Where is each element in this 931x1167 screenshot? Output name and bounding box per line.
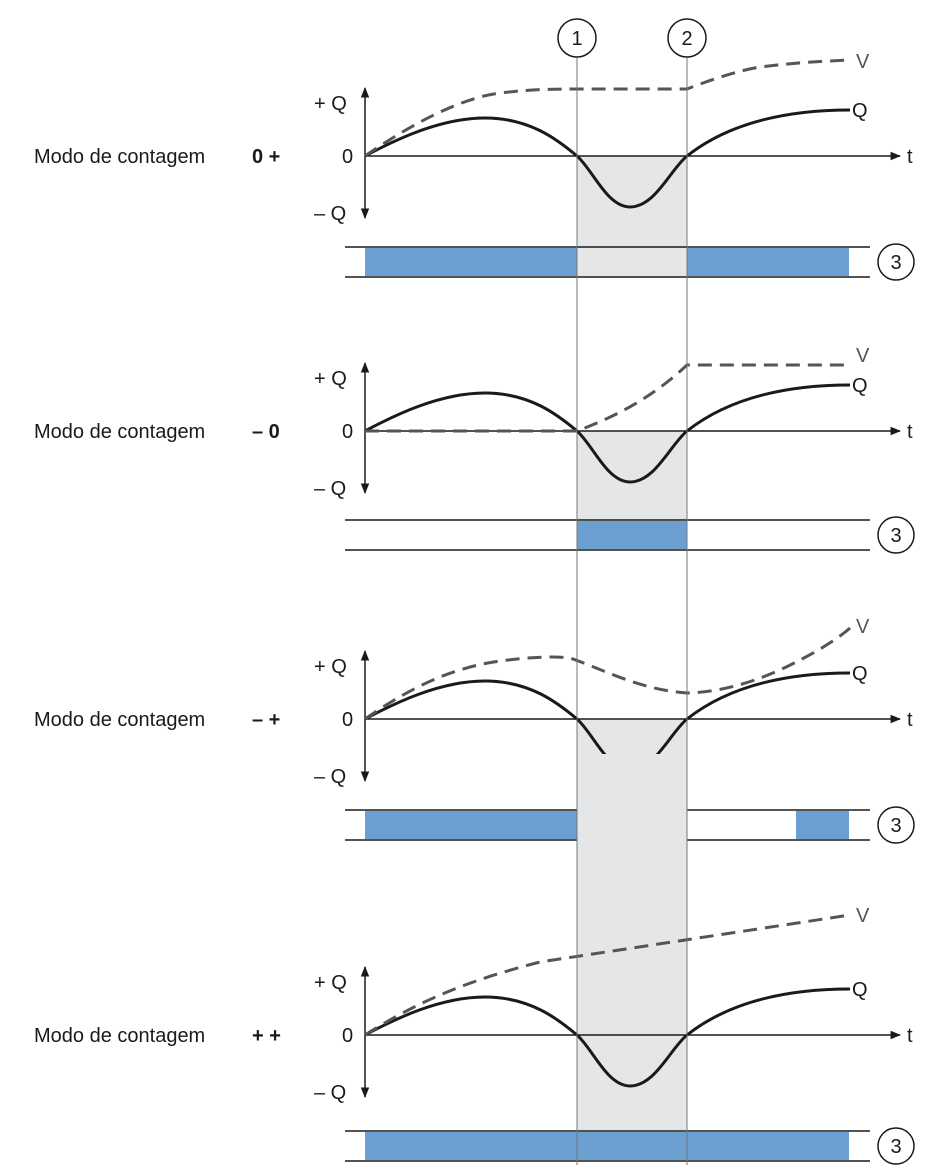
panel-mode-minus-zero: + Q 0 – Q t Modo de contagem – 0 Q V 3 — [34, 345, 915, 554]
output-bar — [365, 248, 577, 276]
mode-label: Modo de contagem — [34, 146, 205, 168]
shaded-window — [577, 431, 687, 520]
shaded-window-strip — [577, 247, 687, 277]
q-curve-label: Q — [852, 979, 868, 1001]
minus-q-label: – Q — [314, 478, 346, 500]
plus-q-label: + Q — [314, 368, 347, 390]
output-bar — [796, 811, 849, 839]
output-marker-circle — [877, 516, 915, 554]
q-curve-label: Q — [852, 663, 868, 685]
q-curve — [364, 108, 851, 209]
zero-label: 0 — [342, 1025, 353, 1047]
q-curve — [364, 987, 851, 1088]
v-curve-label: V — [856, 905, 870, 927]
minus-q-label: – Q — [314, 203, 346, 225]
minus-q-label: – Q — [314, 766, 346, 788]
output-marker-circle — [877, 243, 915, 281]
shaded-window — [577, 156, 687, 247]
time-label: t — [907, 421, 913, 443]
time-label: t — [907, 146, 913, 168]
shaded-window — [577, 754, 687, 1131]
v-curve — [364, 913, 851, 1037]
mode-label: Modo de contagem — [34, 709, 205, 731]
reference-marker-1-circle — [557, 18, 597, 58]
mode-code: – + — [252, 709, 280, 731]
panel-mode-minus-plus: + Q 0 – Q t Modo de contagem – + Q V 3 — [34, 616, 915, 844]
plus-q-label: + Q — [314, 93, 347, 115]
v-curve-label: V — [856, 51, 870, 73]
q-curve-label: Q — [852, 100, 868, 122]
zero-label: 0 — [342, 709, 353, 731]
panel-mode-plus-plus: + Q 0 – Q t Modo de contagem + + Q V 3 — [34, 754, 915, 1165]
time-label: t — [907, 709, 913, 731]
reference-marker-1-label: 1 — [571, 28, 582, 50]
v-curve — [364, 626, 852, 721]
panel-mode-0-plus: + Q 0 – Q t Modo de contagem 0 + Q V 3 — [34, 51, 915, 281]
output-marker-label: 3 — [890, 525, 901, 547]
mode-label: Modo de contagem — [34, 1025, 205, 1047]
v-curve-label: V — [856, 345, 870, 367]
v-curve — [364, 58, 851, 158]
output-bar — [577, 521, 687, 549]
output-marker-label: 3 — [890, 1136, 901, 1158]
plus-q-label: + Q — [314, 972, 347, 994]
output-marker-circle — [877, 1127, 915, 1165]
mode-label: Modo de contagem — [34, 421, 205, 443]
q-curve — [364, 671, 851, 772]
mode-code: – 0 — [252, 421, 280, 443]
q-curve-label: Q — [852, 375, 868, 397]
output-marker-circle — [877, 806, 915, 844]
q-curve — [364, 383, 851, 484]
mode-code: + + — [252, 1025, 281, 1047]
zero-label: 0 — [342, 421, 353, 443]
zero-label: 0 — [342, 146, 353, 168]
v-curve-label: V — [856, 616, 870, 638]
output-bar — [365, 1132, 849, 1160]
minus-q-label: – Q — [314, 1082, 346, 1104]
output-marker-label: 3 — [890, 252, 901, 274]
output-bar — [687, 248, 849, 276]
time-label: t — [907, 1025, 913, 1047]
reference-marker-2-label: 2 — [681, 28, 692, 50]
mode-code: 0 + — [252, 146, 280, 168]
plus-q-label: + Q — [314, 656, 347, 678]
output-bar — [365, 811, 577, 839]
reference-marker-2-circle — [667, 18, 707, 58]
v-curve — [365, 363, 850, 433]
output-marker-label: 3 — [890, 815, 901, 837]
